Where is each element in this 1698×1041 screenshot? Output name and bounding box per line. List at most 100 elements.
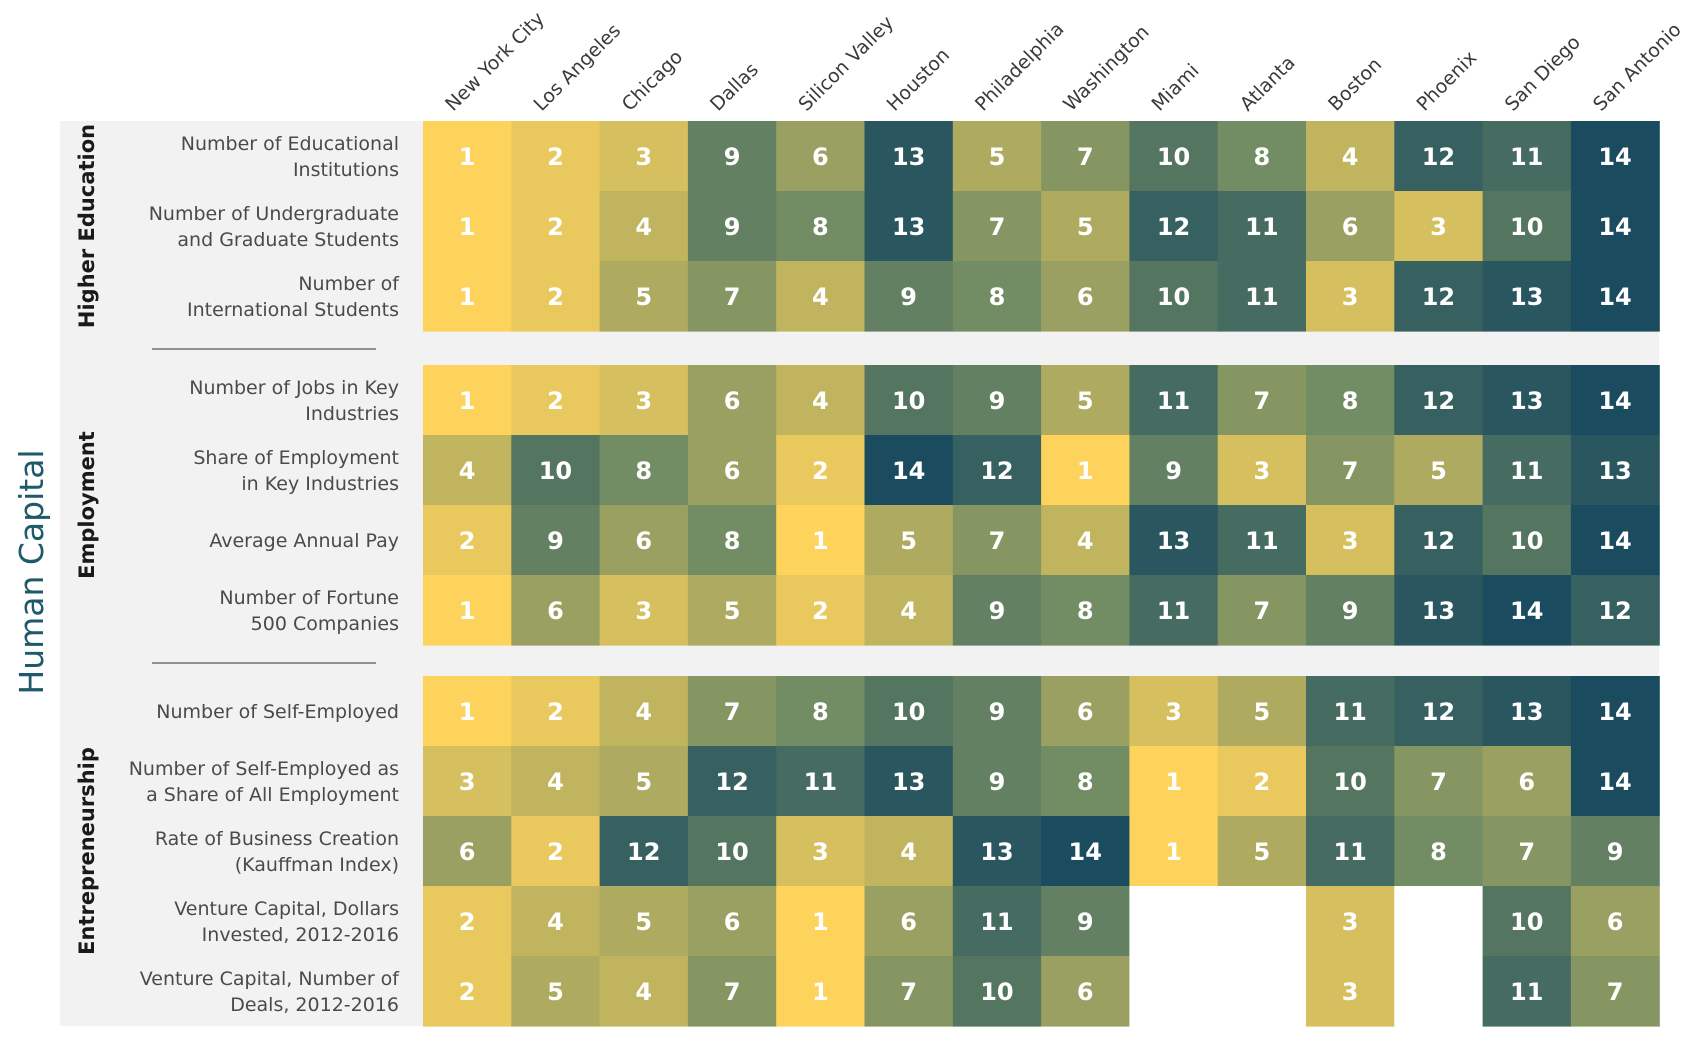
cell-value-label: 13 bbox=[892, 143, 925, 171]
heatmap-cell bbox=[1570, 575, 1660, 646]
cell-value-label: 3 bbox=[635, 387, 652, 415]
cell-value-label: 5 bbox=[989, 143, 1006, 171]
heatmap-cell bbox=[599, 191, 689, 262]
cell-value-label: 4 bbox=[459, 457, 476, 485]
heatmap-cell bbox=[864, 435, 954, 506]
cell-value-label: 14 bbox=[1598, 283, 1631, 311]
cell-value-label: 1 bbox=[812, 527, 829, 555]
cell-value-label: 2 bbox=[812, 597, 829, 625]
cell-value-label: 5 bbox=[547, 978, 564, 1006]
heatmap-cell bbox=[599, 575, 689, 646]
cell-value-label: 6 bbox=[724, 457, 741, 485]
cell-value-label: 6 bbox=[724, 908, 741, 936]
heatmap-cell bbox=[1394, 121, 1484, 192]
cell-value-label: 13 bbox=[980, 838, 1013, 866]
heatmap-cell bbox=[511, 886, 601, 957]
heatmap-cell bbox=[1129, 746, 1219, 817]
heatmap-cell bbox=[952, 121, 1042, 192]
cell-value-label: 13 bbox=[1510, 698, 1543, 726]
heatmap-cell bbox=[1041, 435, 1130, 506]
cell-value-label: 7 bbox=[1518, 838, 1535, 866]
cell-value-label: 9 bbox=[1342, 597, 1359, 625]
row-label: 500 Companies bbox=[251, 613, 399, 635]
heatmap-cell bbox=[1129, 676, 1219, 747]
cell-value-label: 5 bbox=[635, 768, 652, 796]
cell-value-label: 6 bbox=[812, 143, 829, 171]
cell-value-label: 9 bbox=[1165, 457, 1182, 485]
cell-value-label: 11 bbox=[1510, 978, 1543, 1006]
heatmap-cell bbox=[599, 261, 689, 332]
heatmap-cell bbox=[1306, 365, 1395, 436]
cell-value-label: 5 bbox=[1253, 838, 1270, 866]
heatmap-cell bbox=[1217, 505, 1307, 576]
heatmap-cell bbox=[511, 435, 601, 506]
cell-value-label: 10 bbox=[1157, 143, 1190, 171]
cell-value-label: 14 bbox=[1510, 597, 1543, 625]
cell-value-label: 8 bbox=[1077, 768, 1094, 796]
heatmap-cell bbox=[1482, 886, 1572, 957]
group-labels: Higher Education Employment Entrepreneursh… bbox=[75, 124, 99, 955]
heatmap-cell bbox=[776, 886, 866, 957]
heatmap-cell bbox=[687, 676, 777, 747]
row-label: Invested, 2012-2016 bbox=[202, 924, 399, 946]
heatmap-cell bbox=[1217, 365, 1307, 436]
cell-value-label: 7 bbox=[724, 283, 741, 311]
cell-value-label: 1 bbox=[459, 283, 476, 311]
cell-value-label: 3 bbox=[1430, 213, 1447, 241]
heatmap-cell bbox=[864, 505, 954, 576]
heatmap-cell bbox=[1482, 956, 1572, 1027]
cell-value-label: 11 bbox=[1333, 698, 1366, 726]
heatmap-cell bbox=[687, 816, 777, 887]
cell-value-label: 9 bbox=[989, 387, 1006, 415]
cell-value-label: 13 bbox=[1510, 387, 1543, 415]
city-label: Atlanta bbox=[1236, 52, 1300, 116]
heatmap-cell bbox=[776, 121, 866, 192]
heatmap-cell bbox=[511, 505, 601, 576]
cell-value-label: 10 bbox=[892, 698, 925, 726]
cell-value-label: 1 bbox=[459, 698, 476, 726]
cell-value-label: 3 bbox=[1342, 978, 1359, 1006]
heatmap-cell bbox=[599, 746, 689, 817]
heatmap-cell bbox=[1217, 575, 1307, 646]
row-label: Number of Fortune bbox=[219, 587, 399, 609]
heatmap-cell bbox=[952, 816, 1042, 887]
cell-value-label: 2 bbox=[1253, 768, 1270, 796]
cell-value-label: 10 bbox=[715, 838, 748, 866]
cell-value-label: 5 bbox=[635, 908, 652, 936]
heatmap-cell bbox=[864, 816, 954, 887]
cell-value-label: 4 bbox=[635, 698, 652, 726]
cell-value-label: 7 bbox=[1077, 143, 1094, 171]
cell-value-label: 8 bbox=[724, 527, 741, 555]
row-label: Rate of Business Creation bbox=[155, 828, 399, 850]
cell-value-label: 7 bbox=[1342, 457, 1359, 485]
heatmap-cell bbox=[687, 121, 777, 192]
cell-value-label: 3 bbox=[1342, 908, 1359, 936]
heatmap-cell-empty bbox=[1129, 956, 1219, 1027]
heatmap-cell bbox=[1570, 435, 1660, 506]
cell-value-label: 4 bbox=[1077, 527, 1094, 555]
heatmap-cell bbox=[687, 261, 777, 332]
heatmap-cell bbox=[952, 191, 1042, 262]
heatmap-cell bbox=[776, 365, 866, 436]
heatmap-cell bbox=[864, 575, 954, 646]
cell-value-label: 7 bbox=[900, 978, 917, 1006]
cell-value-label: 8 bbox=[989, 283, 1006, 311]
cell-value-label: 8 bbox=[1342, 387, 1359, 415]
heatmap-cell bbox=[864, 676, 954, 747]
cell-value-label: 7 bbox=[989, 527, 1006, 555]
heatmap-cell bbox=[1394, 261, 1484, 332]
cell-value-label: 8 bbox=[1430, 838, 1447, 866]
heatmap-cell bbox=[1394, 435, 1484, 506]
row-labels: Number of Educational Institutions Number … bbox=[129, 133, 401, 1016]
cell-value-label: 7 bbox=[989, 213, 1006, 241]
cell-value-label: 12 bbox=[1157, 213, 1190, 241]
row-label: in Key Industries bbox=[241, 473, 399, 495]
heatmap-cell-empty bbox=[1394, 956, 1484, 1027]
city-label: San Diego bbox=[1501, 31, 1585, 115]
heatmap-cell bbox=[1394, 505, 1484, 576]
heatmap-cell bbox=[1570, 365, 1660, 436]
cell-value-label: 1 bbox=[459, 597, 476, 625]
heatmap-cell bbox=[864, 191, 954, 262]
cell-value-label: 9 bbox=[724, 213, 741, 241]
